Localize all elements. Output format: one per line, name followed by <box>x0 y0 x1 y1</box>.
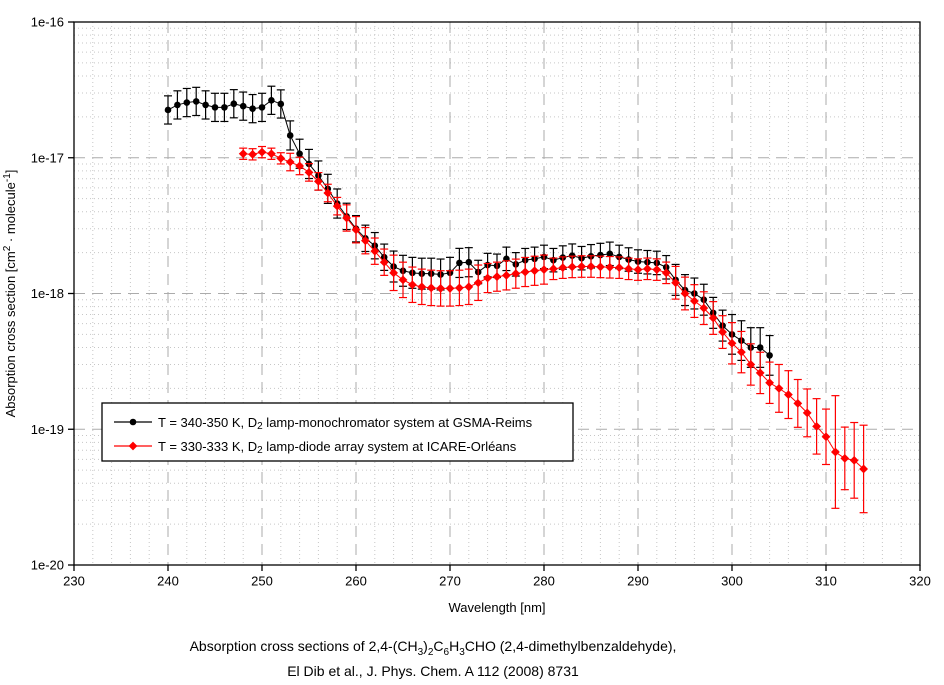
x-tick-label: 240 <box>157 574 179 589</box>
y-axis-title: Absorption cross section [cm2 · molecule… <box>2 170 18 418</box>
legend-label: T = 330-333 K, D2 lamp-diode array syste… <box>158 439 517 456</box>
legend-box <box>101 402 574 462</box>
x-tick-label: 290 <box>627 574 649 589</box>
y-tick-label: 1e-17 <box>31 150 64 165</box>
figure-caption: Absorption cross sections of 2,4-(CH3)2C… <box>0 634 866 684</box>
x-tick-label: 310 <box>815 574 837 589</box>
axis-ticks: 230 240 250 260 270 280 290 300 310 320 1e-16 1e-17… <box>31 15 931 589</box>
x-tick-label: 260 <box>345 574 367 589</box>
y-tick-label: 1e-18 <box>31 286 64 301</box>
absorption-spectrum-chart: 230 240 250 260 270 280 290 300 310 320 1e-16 1e-17… <box>2 15 931 616</box>
legend-marker-diamond <box>128 441 138 451</box>
x-tick-label: 300 <box>721 574 743 589</box>
x-tick-label: 270 <box>439 574 461 589</box>
caption-line-2: El Dib et al., J. Phys. Chem. A 112 (200… <box>287 663 579 679</box>
legend-marker-circle <box>129 418 137 426</box>
x-tick-label: 280 <box>533 574 555 589</box>
legend: T = 340-350 K, D2 lamp-monochromator sys… <box>101 402 574 462</box>
x-axis-title: Wavelength [nm] <box>448 600 545 615</box>
y-tick-label: 1e-16 <box>31 15 64 30</box>
y-tick-label: 1e-20 <box>31 558 64 573</box>
series-markers <box>164 96 773 359</box>
series-markers <box>238 147 868 474</box>
legend-label: T = 340-350 K, D2 lamp-monochromator sys… <box>158 415 533 432</box>
x-tick-label: 250 <box>251 574 273 589</box>
y-tick-label: 1e-19 <box>31 422 64 437</box>
caption-line-1: Absorption cross sections of 2,4-(CH3)2C… <box>189 638 677 658</box>
x-tick-label: 320 <box>909 574 931 589</box>
series-red-diode-array <box>238 145 868 514</box>
x-tick-label: 230 <box>63 574 85 589</box>
